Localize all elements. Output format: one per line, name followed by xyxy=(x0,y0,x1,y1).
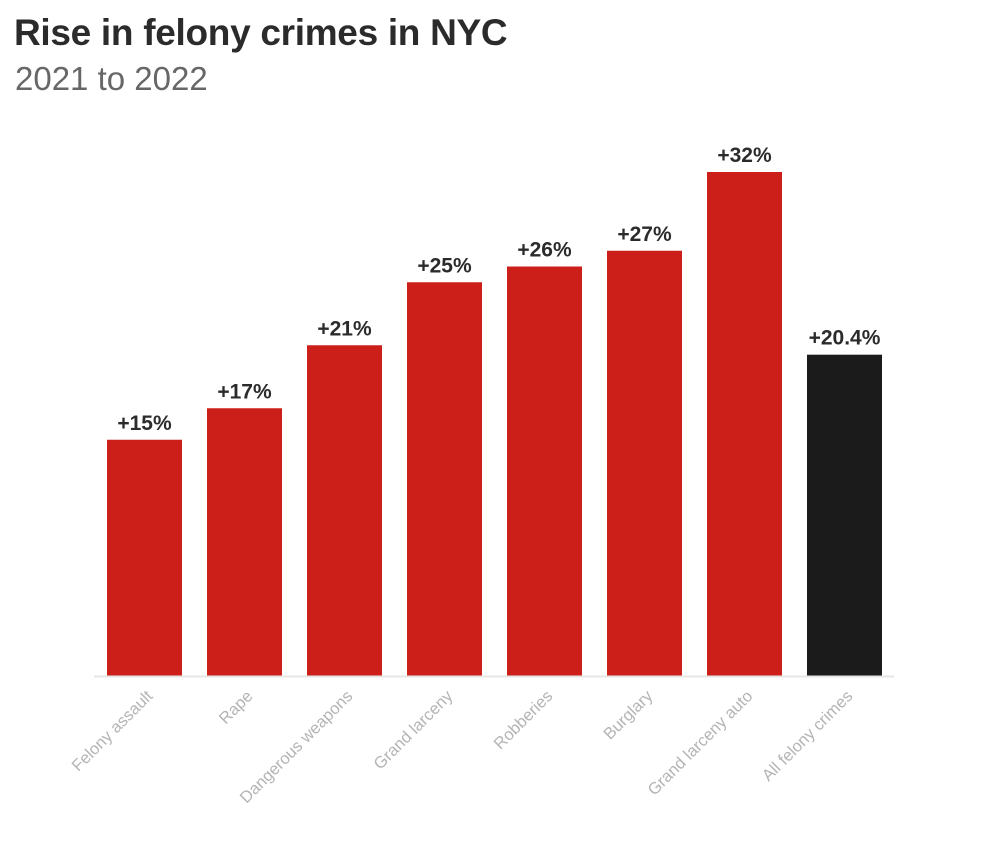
category-label-robberies: Robberies xyxy=(490,687,556,753)
value-label-felony-assault: +15% xyxy=(117,412,172,435)
bar-grand-larceny xyxy=(407,282,482,676)
category-label-burglary: Burglary xyxy=(600,687,657,744)
category-label-grand-larceny-auto: Grand larceny auto xyxy=(644,687,756,799)
bar-felony-assault xyxy=(107,439,182,676)
value-label-grand-larceny: +25% xyxy=(417,254,472,277)
value-label-grand-larceny-auto: +32% xyxy=(717,144,772,167)
bars-group xyxy=(107,172,882,676)
value-label-burglary: +27% xyxy=(617,223,672,246)
category-label-dangerous-weapons: Dangerous weapons xyxy=(237,687,357,807)
bar-all-felony-crimes xyxy=(807,354,882,676)
category-label-felony-assault: Felony assault xyxy=(68,687,156,775)
chart-title: Rise in felony crimes in NYC xyxy=(14,12,508,53)
value-label-rape: +17% xyxy=(217,380,272,403)
bar-burglary xyxy=(607,250,682,676)
category-label-all-felony-crimes: All felony crimes xyxy=(759,687,857,785)
bar-rape xyxy=(207,408,282,676)
bar-robberies xyxy=(507,266,582,676)
value-labels-group: +15% +17% +21% +25% +26% +27% +32% +20.4% xyxy=(117,144,880,435)
value-label-all-felony-crimes: +20.4% xyxy=(809,327,881,350)
chart-subtitle: 2021 to 2022 xyxy=(15,60,208,97)
value-label-dangerous-weapons: +21% xyxy=(317,317,372,340)
bar-grand-larceny-auto xyxy=(707,172,782,676)
bar-dangerous-weapons xyxy=(307,345,382,676)
value-label-robberies: +26% xyxy=(517,239,572,262)
category-label-grand-larceny: Grand larceny xyxy=(370,687,457,774)
category-label-rape: Rape xyxy=(216,687,257,728)
